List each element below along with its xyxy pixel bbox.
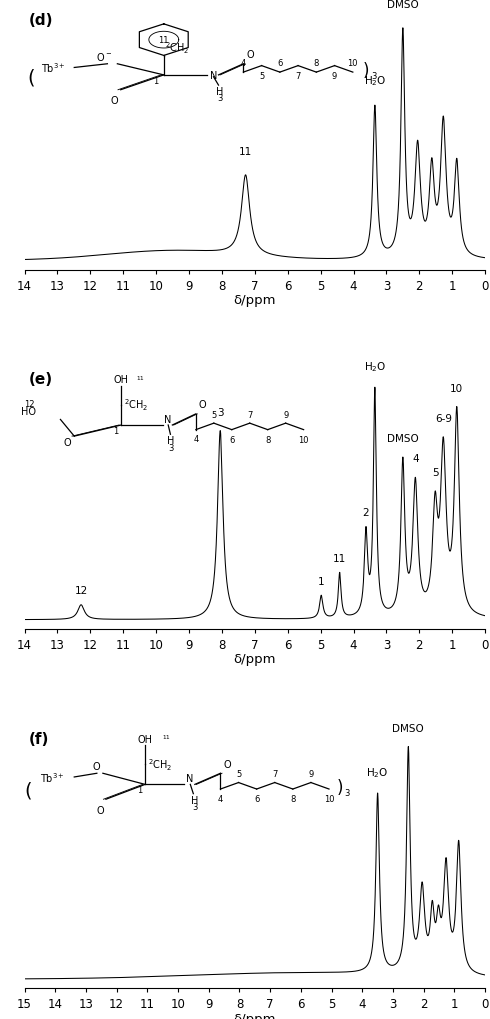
Text: 6-9: 6-9: [435, 414, 452, 424]
Text: (e): (e): [29, 372, 53, 387]
X-axis label: δ/ppm: δ/ppm: [234, 293, 276, 307]
Text: H$_2$O: H$_2$O: [367, 765, 389, 780]
Text: 4: 4: [412, 453, 418, 464]
Text: 5: 5: [432, 468, 439, 478]
Text: H$_2$O: H$_2$O: [364, 360, 386, 374]
Text: 11: 11: [333, 553, 346, 564]
Text: 11: 11: [239, 147, 252, 157]
Text: (d): (d): [29, 13, 53, 28]
Text: 12: 12: [74, 586, 88, 596]
Text: DMSO: DMSO: [387, 434, 419, 443]
Text: H$_2$O: H$_2$O: [364, 73, 386, 88]
Text: DMSO: DMSO: [387, 0, 419, 10]
Text: 10: 10: [450, 383, 464, 393]
Text: DMSO: DMSO: [392, 722, 424, 733]
Text: 2: 2: [363, 507, 369, 518]
Text: 1: 1: [318, 577, 324, 586]
X-axis label: δ/ppm: δ/ppm: [234, 1012, 276, 1019]
X-axis label: δ/ppm: δ/ppm: [234, 653, 276, 665]
Text: 3: 3: [217, 408, 223, 417]
Text: (f): (f): [29, 731, 49, 746]
